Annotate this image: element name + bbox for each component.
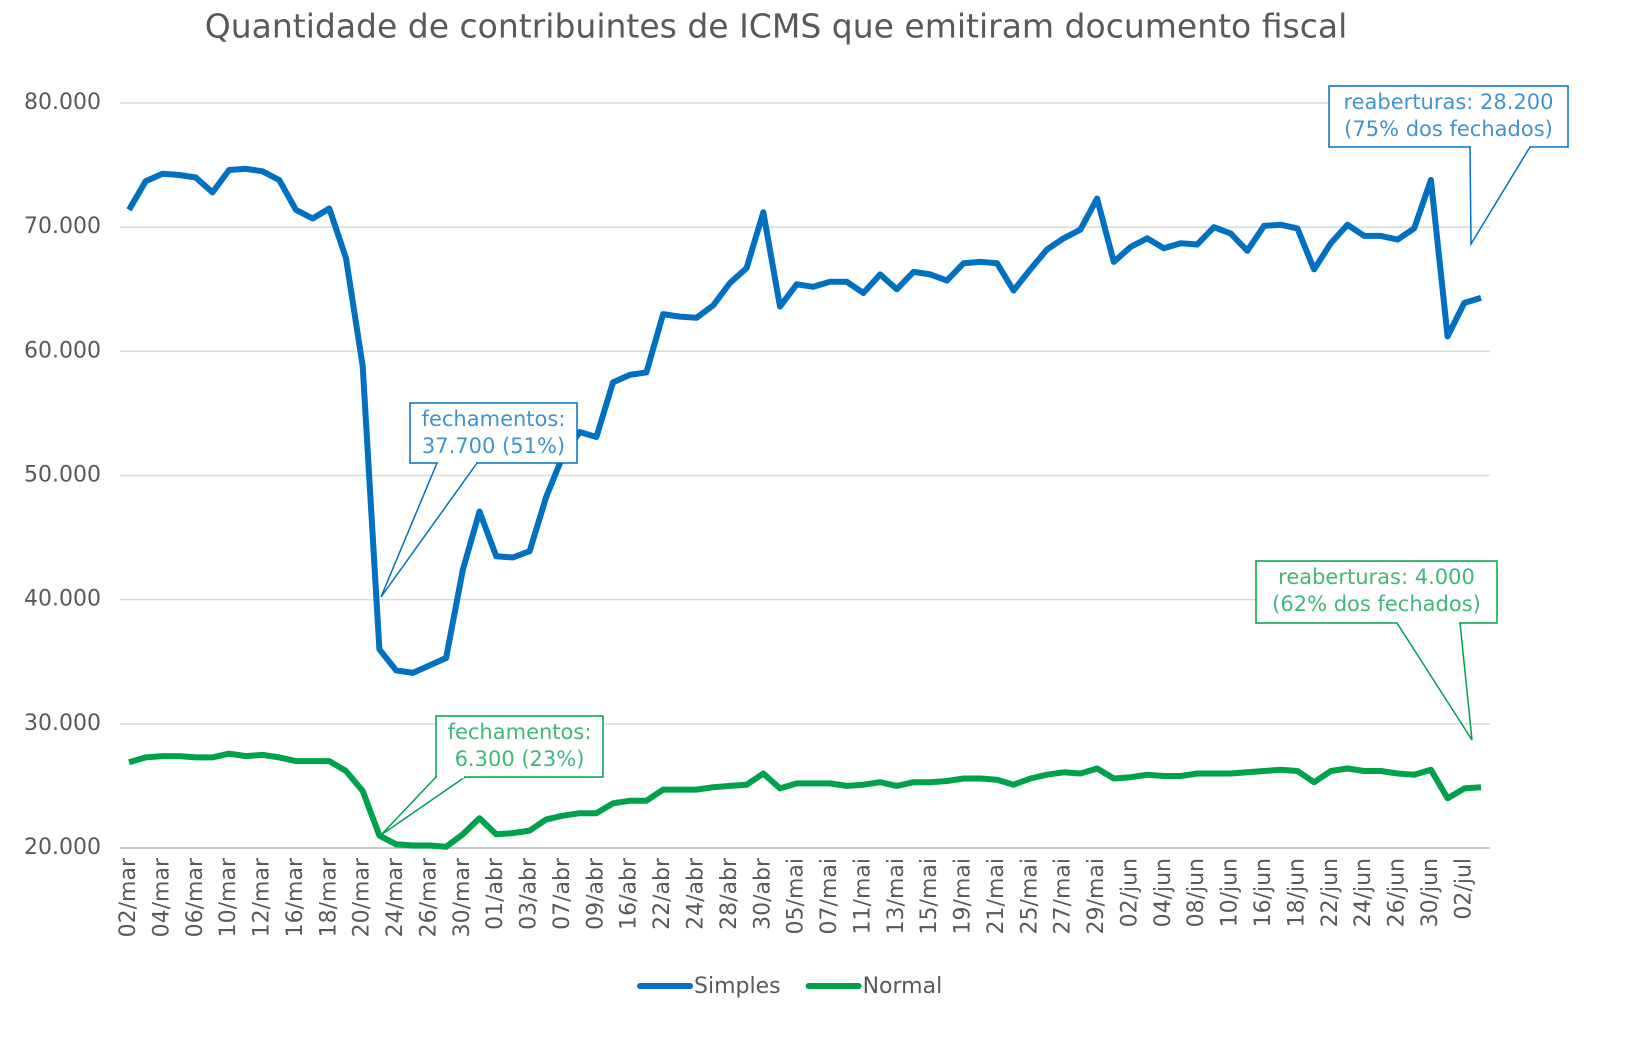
annotation-box	[1328, 85, 1569, 148]
x-tick-label: 22/jun	[1318, 858, 1343, 927]
annotation-box	[409, 402, 578, 464]
x-tick-label: 10/jun	[1218, 858, 1243, 927]
x-tick-label: 10/mar	[216, 857, 241, 937]
x-tick-label: 28/abr	[717, 857, 742, 930]
x-tick-label: 30/mar	[450, 857, 475, 937]
series-line	[128, 750, 1482, 850]
x-tick-label: 21/mai	[984, 858, 1009, 934]
x-tick-label: 13/mai	[884, 858, 909, 934]
annotation-text: fechamentos:	[448, 720, 592, 744]
annotation-box	[435, 715, 604, 778]
annotation-pointer	[1469, 146, 1531, 247]
x-tick-label: 07/mai	[817, 858, 842, 934]
x-tick-label: 16/mar	[283, 857, 308, 937]
x-tick-label: 02/jul	[1451, 858, 1476, 920]
x-tick-label: 16/abr	[617, 857, 642, 930]
legend-label: Normal	[863, 974, 943, 999]
y-tick-label: 50.000	[24, 463, 101, 488]
x-tick-label: 18/jun	[1284, 858, 1309, 927]
x-tick-label: 20/mar	[350, 857, 375, 937]
y-tick-label: 20.000	[24, 835, 101, 860]
annotation-text: (62% dos fechados)	[1272, 592, 1481, 616]
annotation-text: reaberturas: 4.000	[1278, 565, 1475, 589]
x-tick-label: 01/abr	[483, 857, 508, 930]
y-tick-label: 80.000	[24, 90, 101, 115]
x-tick-label: 30/jun	[1418, 858, 1443, 927]
legend-label: Simples	[694, 974, 781, 999]
annotation-text: reaberturas: 28.200	[1343, 90, 1553, 114]
x-tick-label: 26/mar	[416, 857, 441, 937]
x-tick-label: 30/abr	[750, 857, 775, 930]
x-tick-label: 03/abr	[517, 857, 542, 930]
annotation-text: (75% dos fechados)	[1344, 117, 1553, 141]
x-tick-label: 24/mar	[383, 857, 408, 937]
annotation-box	[1255, 560, 1498, 624]
x-tick-label: 11/mai	[850, 858, 875, 934]
y-tick-label: 30.000	[24, 711, 101, 736]
y-tick-label: 60.000	[24, 338, 101, 363]
x-tick-label: 27/mai	[1051, 858, 1076, 934]
x-tick-label: 05/mai	[784, 858, 809, 934]
x-tick-label: 06/mar	[183, 857, 208, 937]
y-tick-label: 40.000	[24, 587, 101, 612]
x-tick-label: 24/jun	[1351, 858, 1376, 927]
x-tick-label: 18/mar	[316, 857, 341, 937]
series-line	[126, 165, 1482, 676]
x-tick-label: 04/mar	[149, 857, 174, 937]
x-tick-label: 09/abr	[583, 857, 608, 930]
x-tick-label: 08/jun	[1184, 858, 1209, 927]
x-tick-label: 19/mai	[951, 858, 976, 934]
annotation-text: 6.300 (23%)	[455, 747, 585, 771]
annotation-text: 37.700 (51%)	[422, 434, 565, 458]
x-tick-label: 16/jun	[1251, 858, 1276, 927]
chart-title: Quantidade de contribuintes de ICMS que …	[205, 7, 1348, 46]
x-tick-label: 25/mai	[1017, 858, 1042, 934]
x-tick-label: 26/jun	[1385, 858, 1410, 927]
x-tick-label: 22/abr	[650, 857, 675, 930]
x-tick-label: 24/abr	[684, 857, 709, 930]
x-tick-label: 07/abr	[550, 857, 575, 930]
x-tick-label: 04/jun	[1151, 858, 1176, 927]
x-tick-label: 15/mai	[917, 858, 942, 934]
annotation-pointer	[380, 462, 478, 598]
y-tick-label: 70.000	[24, 214, 101, 239]
annotation-text: fechamentos:	[422, 407, 566, 431]
x-tick-label: 02/jun	[1117, 858, 1142, 927]
annotation-pointer	[380, 776, 466, 836]
x-tick-label: 12/mar	[250, 857, 275, 937]
x-tick-label: 02/mar	[116, 857, 141, 937]
x-tick-label: 29/mai	[1084, 858, 1109, 934]
annotation-pointer	[1396, 622, 1473, 741]
